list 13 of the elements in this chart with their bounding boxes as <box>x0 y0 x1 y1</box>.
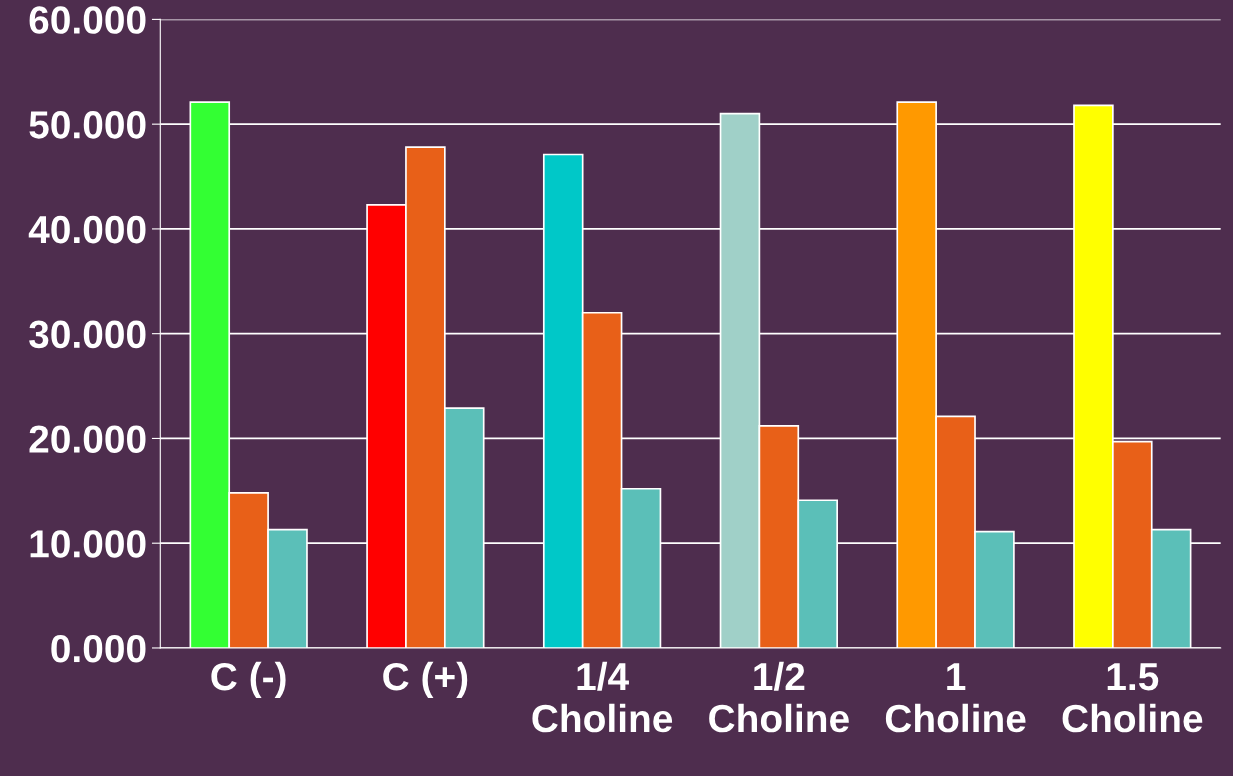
x-tick-label: 1/4 Choline <box>532 661 673 733</box>
y-tick-label: 50.000 <box>29 111 146 139</box>
x-tick-label: 1/2 Choline <box>709 661 849 733</box>
y-tick-label: 0.000 <box>51 634 146 663</box>
y-tick-label: 40.000 <box>28 215 146 244</box>
y-tick-label: 10.000 <box>30 530 146 558</box>
x-tick-label: 1 Choline <box>885 663 1026 733</box>
x-tick-label: C (+) <box>383 661 468 699</box>
y-tick-label: 20.000 <box>29 425 146 453</box>
y-tick-label: 30.000 <box>29 320 146 349</box>
y-tick-label: 60.000 <box>29 6 146 34</box>
x-tick-label: C (-) <box>211 661 286 699</box>
x-tick-label: 1.5 Choline <box>1062 663 1203 733</box>
